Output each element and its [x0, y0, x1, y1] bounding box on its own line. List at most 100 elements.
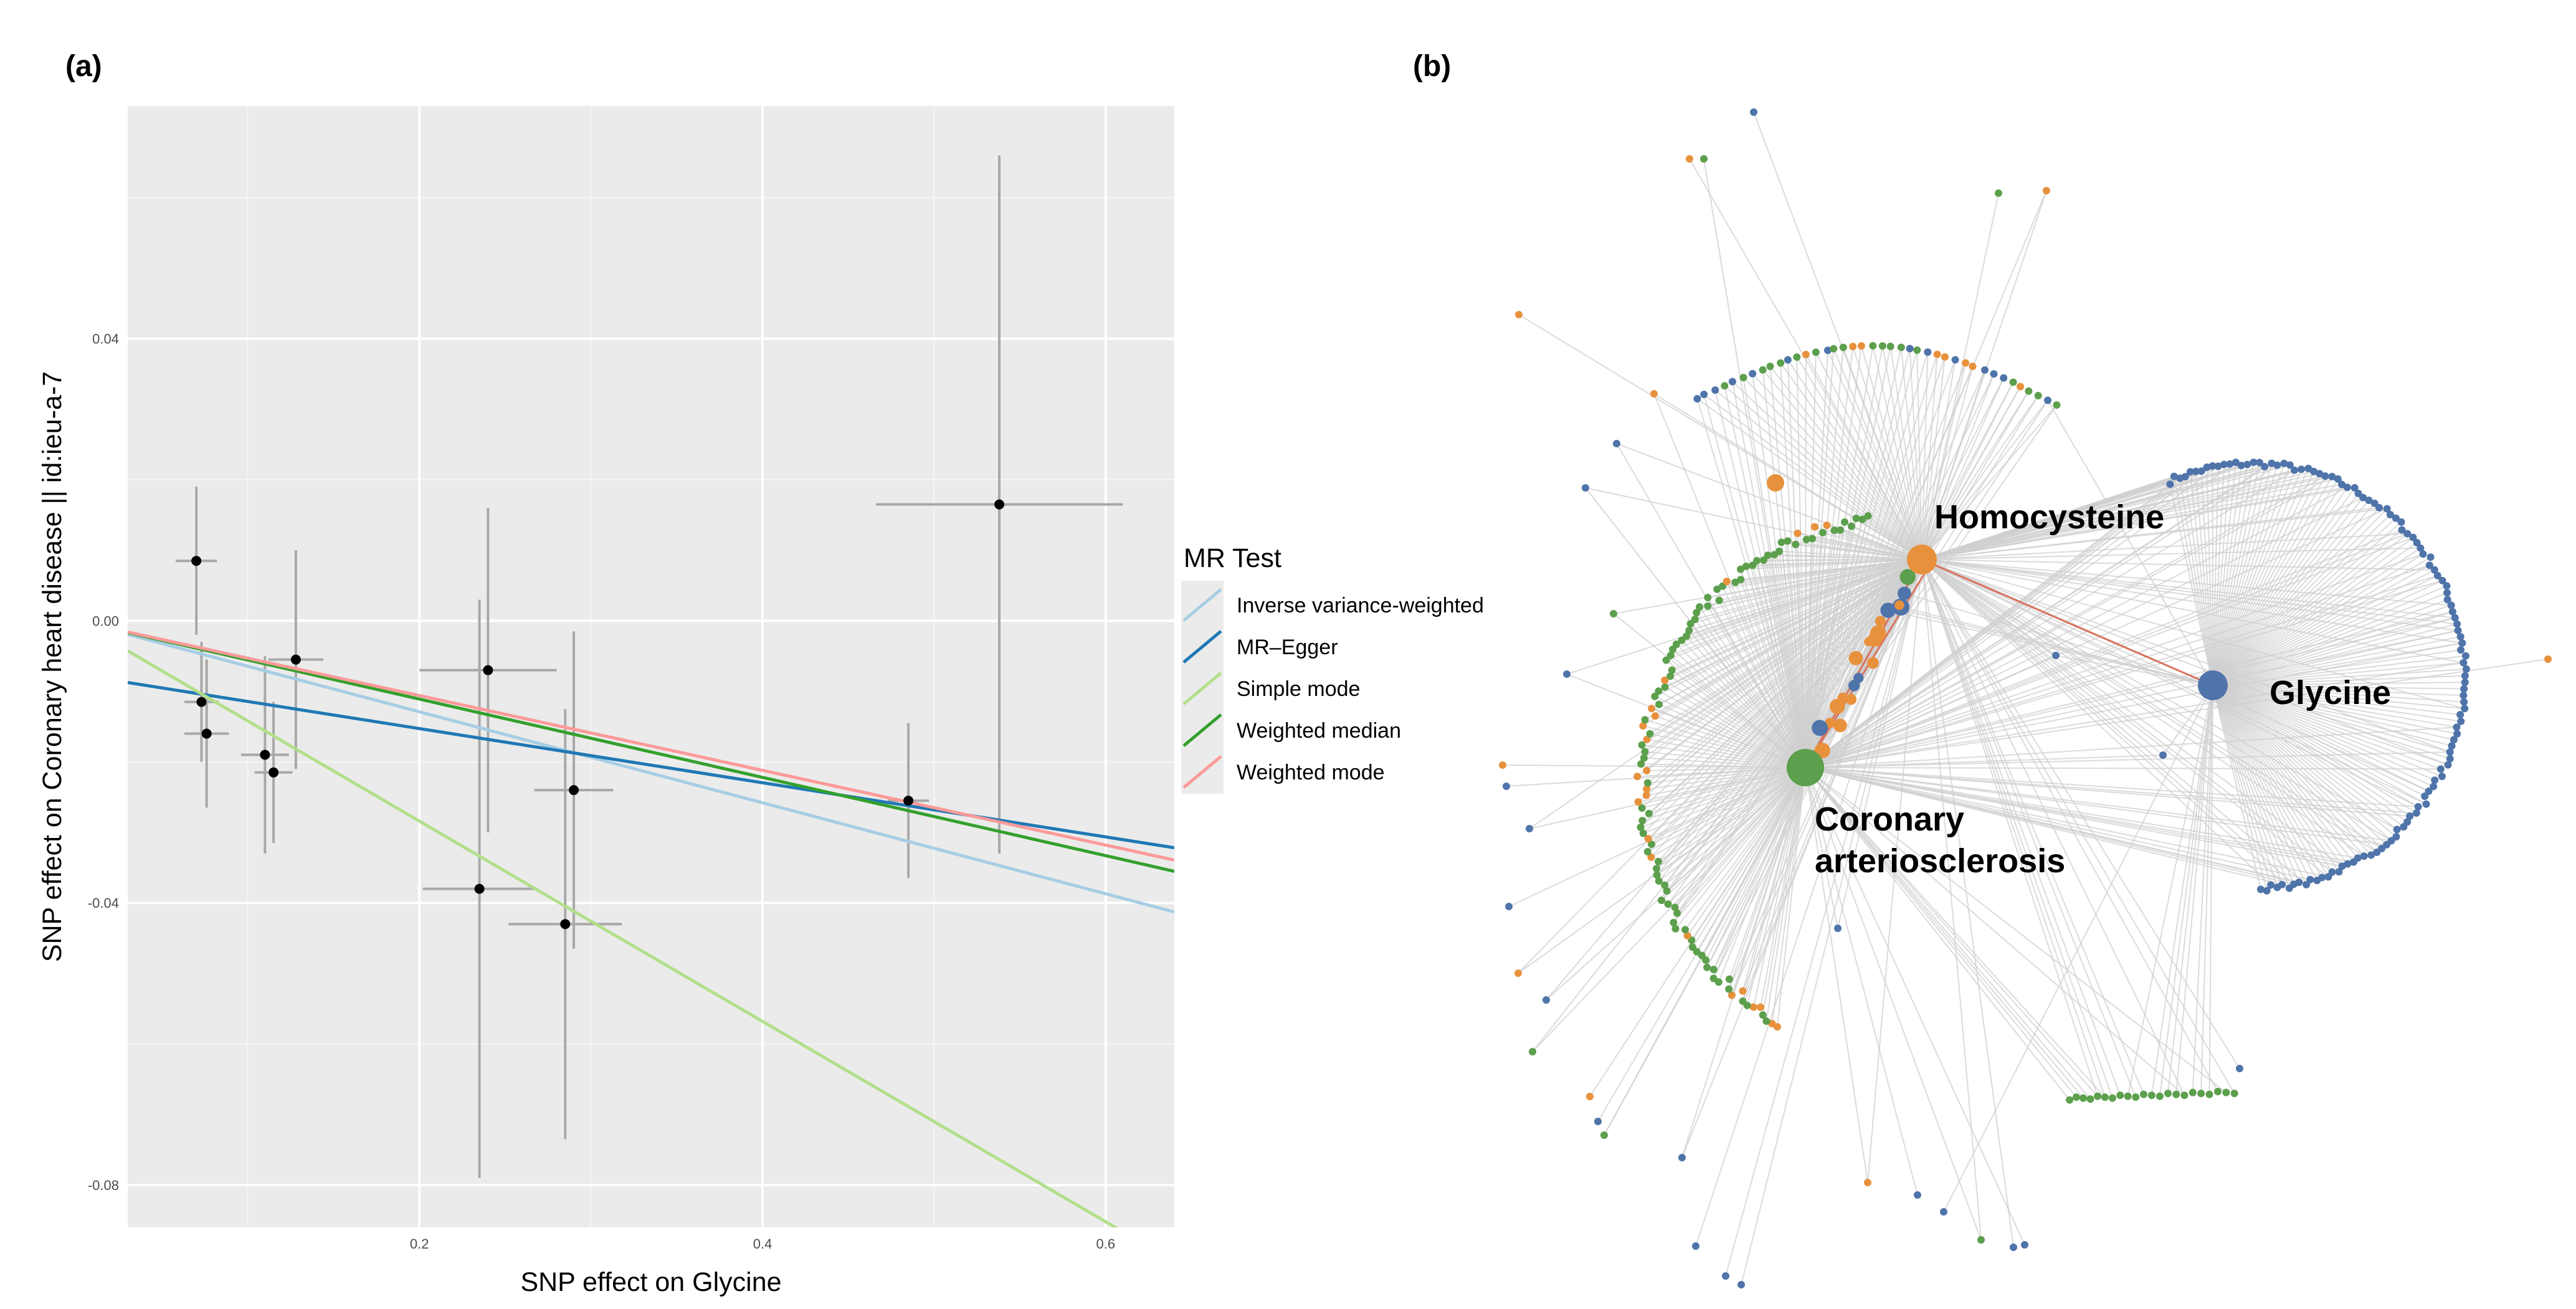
network-node — [2375, 503, 2384, 512]
network-node — [1648, 840, 1656, 849]
mr-line-inverse-variance-weighted — [128, 632, 1174, 914]
network-node — [2446, 754, 2454, 763]
network-node — [2213, 1088, 2222, 1095]
network-edge — [2212, 685, 2441, 770]
network-node — [1897, 586, 1911, 601]
network-edge — [1694, 619, 1806, 768]
network-node — [2280, 459, 2288, 467]
network-node — [1686, 155, 1693, 163]
network-edge — [1805, 767, 2025, 1245]
network-node — [2268, 459, 2276, 467]
network-edge — [1805, 754, 2164, 768]
snp-point — [260, 750, 270, 760]
network-edge — [1805, 464, 2278, 768]
network-edge — [1805, 345, 1874, 768]
network-edge — [1805, 354, 1938, 768]
network-edge — [1681, 559, 1922, 1158]
network-node — [1661, 676, 1669, 684]
network-edge — [2167, 685, 2213, 1094]
network-node — [2367, 851, 2375, 859]
network-node — [1869, 341, 1877, 350]
network-node — [1664, 900, 1672, 908]
network-node — [2403, 530, 2412, 538]
snp-point — [903, 796, 914, 806]
snp-point — [196, 697, 207, 707]
network-node — [2321, 472, 2329, 480]
network-edge — [1796, 357, 1806, 768]
network-node — [2273, 461, 2281, 469]
network-node — [2203, 463, 2211, 471]
network-edge — [2212, 685, 2425, 797]
network-node — [2457, 717, 2465, 725]
snp-point — [483, 665, 493, 675]
network-edge — [2212, 500, 2370, 686]
network-node — [1655, 877, 1663, 885]
network-node — [2461, 678, 2469, 687]
network-node — [2417, 544, 2425, 552]
network-node — [1634, 798, 1642, 806]
homocysteine-label: Homocysteine — [1934, 498, 2164, 536]
network-edge — [1805, 767, 2084, 1099]
network-node — [1722, 1272, 1729, 1280]
network-node — [1640, 754, 1648, 762]
network-edge — [1642, 767, 1806, 809]
network-node — [1505, 903, 1513, 910]
network-edge — [1805, 359, 1956, 768]
network-edge — [1642, 744, 1806, 768]
y-tick-label: -0.08 — [88, 1178, 119, 1193]
network-edge — [1589, 767, 1806, 1097]
network-edge — [2212, 685, 2378, 853]
network-edge — [1647, 767, 1806, 852]
network-node — [2461, 652, 2469, 660]
network-node — [1671, 903, 1679, 912]
network-node — [2365, 497, 2373, 505]
network-node — [1906, 345, 1914, 353]
network-node — [2164, 1090, 2172, 1097]
network-node — [1737, 1281, 1745, 1288]
network-node — [2460, 692, 2468, 700]
network-edge — [1921, 366, 1974, 560]
legend-entries: Inverse variance-weighted MR–Egger Simple … — [1182, 588, 1484, 789]
legend-label: Simple mode — [1237, 677, 1360, 701]
network-edge — [2212, 685, 2311, 880]
network-node — [1643, 848, 1652, 856]
network-edge — [2212, 635, 2461, 686]
network-edge — [1518, 767, 1806, 974]
network-node — [1639, 721, 1647, 730]
network-edge — [1740, 569, 1806, 768]
coronary-label-line1: Coronary — [1815, 801, 1964, 838]
network-node — [1775, 547, 1783, 555]
network-node — [1845, 693, 1857, 705]
network-edge — [1753, 112, 1922, 560]
network-node — [2159, 751, 2167, 759]
network-edge — [2212, 685, 2333, 873]
network-edge — [1805, 751, 2450, 768]
network-node — [1941, 353, 1949, 361]
network-edge — [1872, 345, 1922, 560]
network-node — [2132, 1093, 2140, 1101]
network-edge — [1805, 767, 2077, 1098]
network-node — [1563, 670, 1571, 678]
network-edge — [1837, 559, 1922, 929]
network-edge — [1921, 193, 1999, 560]
network-node — [2430, 566, 2438, 574]
network-node — [2316, 470, 2324, 478]
network-edge — [2212, 685, 2359, 859]
network-node — [1849, 343, 1857, 351]
network-edge — [2212, 475, 2326, 686]
network-edge — [1502, 764, 1806, 768]
network-node — [1767, 474, 1784, 492]
network-edge — [1670, 675, 1806, 768]
network-node — [1638, 817, 1647, 825]
network-node — [1613, 440, 1620, 447]
network-node — [1692, 1242, 1699, 1250]
network-node — [1693, 395, 1701, 402]
network-edge — [1921, 559, 2137, 1098]
network-edge — [2212, 685, 2455, 741]
network-edge — [1645, 719, 1806, 768]
network-node — [2412, 809, 2420, 817]
network-edge — [2212, 469, 2302, 686]
network-node — [1529, 1048, 1536, 1055]
network-node — [1870, 625, 1886, 642]
